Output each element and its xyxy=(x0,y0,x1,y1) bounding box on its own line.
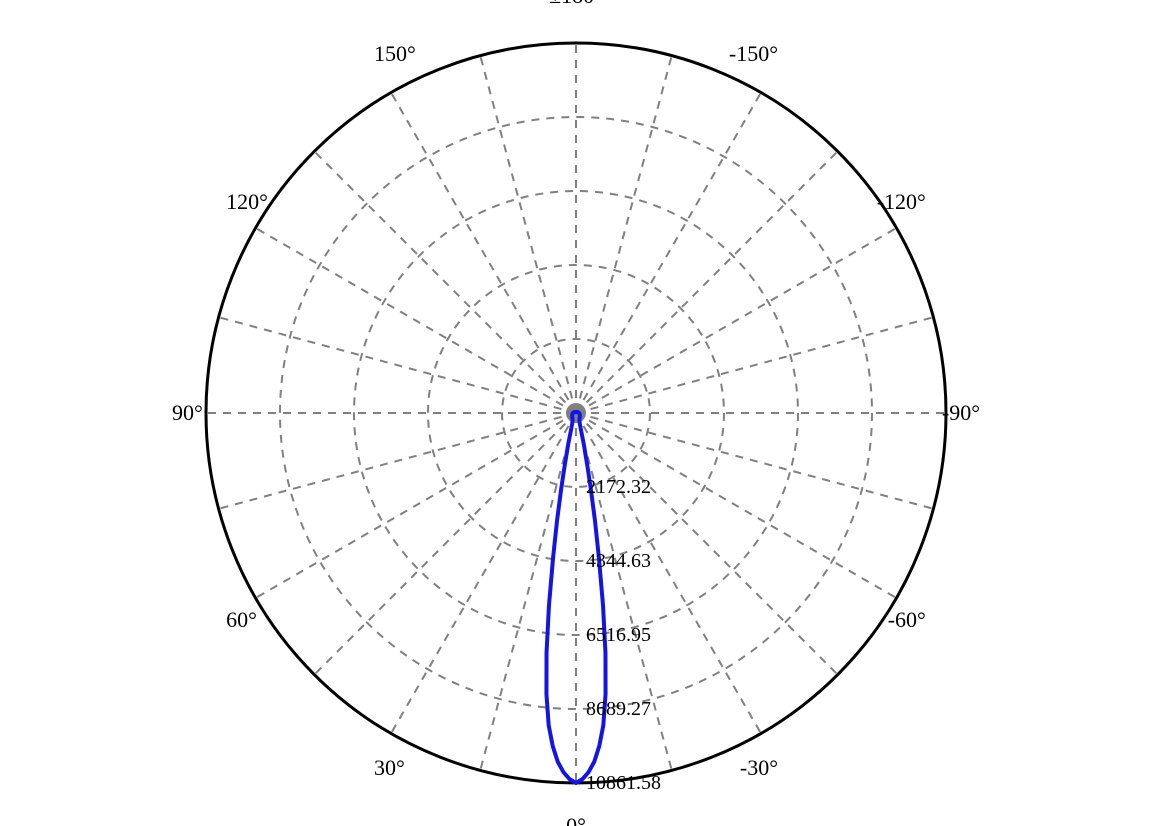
angle-label: 120° xyxy=(226,189,268,214)
radial-label: 6516.95 xyxy=(586,624,651,646)
angle-label: ±180° xyxy=(549,0,603,8)
angle-label: -30° xyxy=(740,755,778,780)
polar-chart: 0° 30° 60° 90° 120° 150° ±180° -150° -120° -90° -6… xyxy=(0,0,1167,826)
angle-label: 30° xyxy=(374,755,405,780)
angle-label: -60° xyxy=(888,607,926,632)
angle-label: 60° xyxy=(226,607,257,632)
radial-label: 2172.32 xyxy=(586,476,651,498)
radial-label: 10861.58 xyxy=(586,772,661,794)
radial-label: 8689.27 xyxy=(586,698,651,720)
angle-label: 90° xyxy=(172,400,203,425)
angle-label: 150° xyxy=(374,41,416,66)
angle-label: -90° xyxy=(942,400,980,425)
angle-label: -150° xyxy=(729,41,778,66)
angle-label: 0° xyxy=(566,813,586,826)
angle-label: -120° xyxy=(877,189,926,214)
radial-label: 4344.63 xyxy=(586,550,651,572)
